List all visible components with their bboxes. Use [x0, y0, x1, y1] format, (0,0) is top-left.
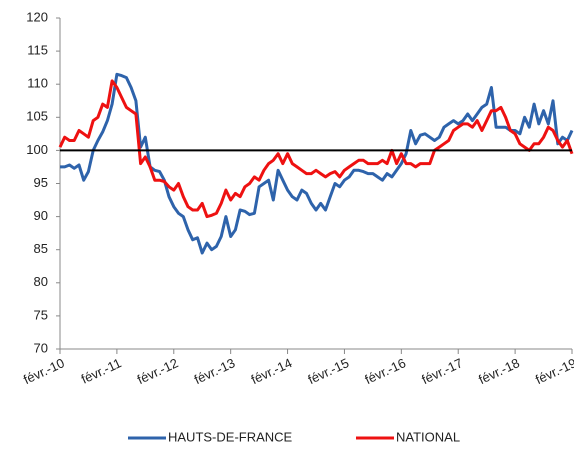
- series-line: [58, 79, 574, 219]
- y-tick-label: 85: [34, 241, 48, 256]
- y-tick-label: 115: [27, 43, 48, 58]
- y-tick-label: 70: [34, 340, 48, 355]
- x-tick-label: févr.-11: [79, 355, 124, 387]
- x-tick-label: févr.-16: [362, 355, 408, 387]
- x-tick-label: févr.-15: [306, 355, 352, 387]
- x-tick-label: févr.-13: [192, 355, 238, 387]
- legend-label: NATIONAL: [396, 429, 460, 444]
- y-tick-label: 80: [34, 274, 48, 289]
- x-tick-label: févr.-19: [533, 355, 574, 387]
- y-tick-label: 105: [26, 109, 48, 124]
- series-line: [60, 72, 574, 255]
- x-tick-label: févr.-14: [249, 355, 295, 387]
- x-tick-label: févr.-12: [135, 355, 181, 387]
- y-tick-label: 90: [34, 208, 48, 223]
- x-tick-label: févr.-10: [21, 355, 67, 387]
- y-tick-label: 120: [26, 9, 48, 24]
- y-tick-label: 110: [27, 76, 48, 91]
- legend-label: HAUTS-DE-FRANCE: [168, 429, 293, 444]
- y-tick-label: 100: [26, 142, 48, 157]
- x-tick-label: févr.-17: [419, 355, 465, 387]
- y-tick-label: 95: [34, 175, 48, 190]
- y-tick-label: 75: [34, 307, 48, 322]
- x-tick-label: févr.-18: [476, 355, 522, 387]
